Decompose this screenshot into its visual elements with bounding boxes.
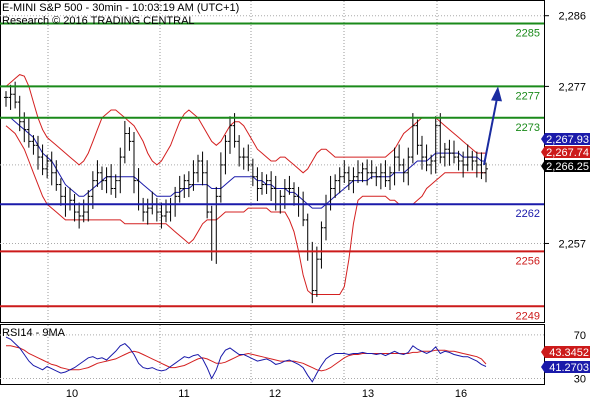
price-tick-label: 2,257: [558, 238, 586, 250]
price-tick-label: 2,286: [558, 11, 586, 23]
rsi-panel: 70 30 43.3452 41.2703: [0, 324, 590, 386]
x-tick-label: 13: [362, 388, 374, 400]
x-tick-label: 16: [455, 388, 467, 400]
chart-title: E-MINI S&P 500 - 30min - 10:03:19 AM (UT…: [2, 2, 240, 14]
x-tick-label: 12: [269, 388, 281, 400]
price-badge: [541, 160, 590, 172]
rsi-indicator-label: RSI14 - 9MA: [2, 327, 65, 339]
price-badge-label: 2,266.25: [546, 161, 589, 173]
price-tick-label: 2,277: [558, 81, 586, 93]
bollinger-middle-band: [6, 117, 486, 209]
level-label: 2262: [516, 208, 540, 220]
rsi-badge: [541, 346, 590, 358]
x-tick-label: 10: [66, 388, 78, 400]
rsi-badge-label: 43.3452: [549, 347, 589, 359]
level-label: 2273: [516, 122, 540, 134]
bollinger-upper-band: [5, 74, 486, 174]
level-label: 2256: [516, 255, 540, 267]
rsi-tick-label: 30: [574, 374, 586, 386]
price-badge-label: 2,267.93: [546, 134, 589, 146]
rsi-badge-label: 41.2703: [549, 362, 589, 374]
level-label: 2285: [516, 28, 540, 40]
time-axis: 10 11 12 13 16: [66, 388, 467, 400]
x-tick-label: 11: [178, 388, 189, 400]
price-badge: [541, 146, 590, 158]
price-badge-label: 2,267.74: [546, 147, 589, 159]
target-arrow-head: [491, 86, 502, 102]
price-badge: [541, 133, 590, 145]
level-label: 2277: [516, 90, 540, 102]
rsi-badge: [541, 361, 590, 373]
price-panel: 2,2862,2772,2672,25722852277227322622256…: [0, 0, 590, 323]
level-label: 2249: [516, 310, 540, 322]
chart-copyright: Research © 2016 TRADING CENTRAL: [2, 15, 195, 27]
rsi-tick-label: 70: [574, 330, 586, 342]
rsi14-line: [5, 336, 487, 383]
target-arrow-shaft: [483, 98, 498, 166]
